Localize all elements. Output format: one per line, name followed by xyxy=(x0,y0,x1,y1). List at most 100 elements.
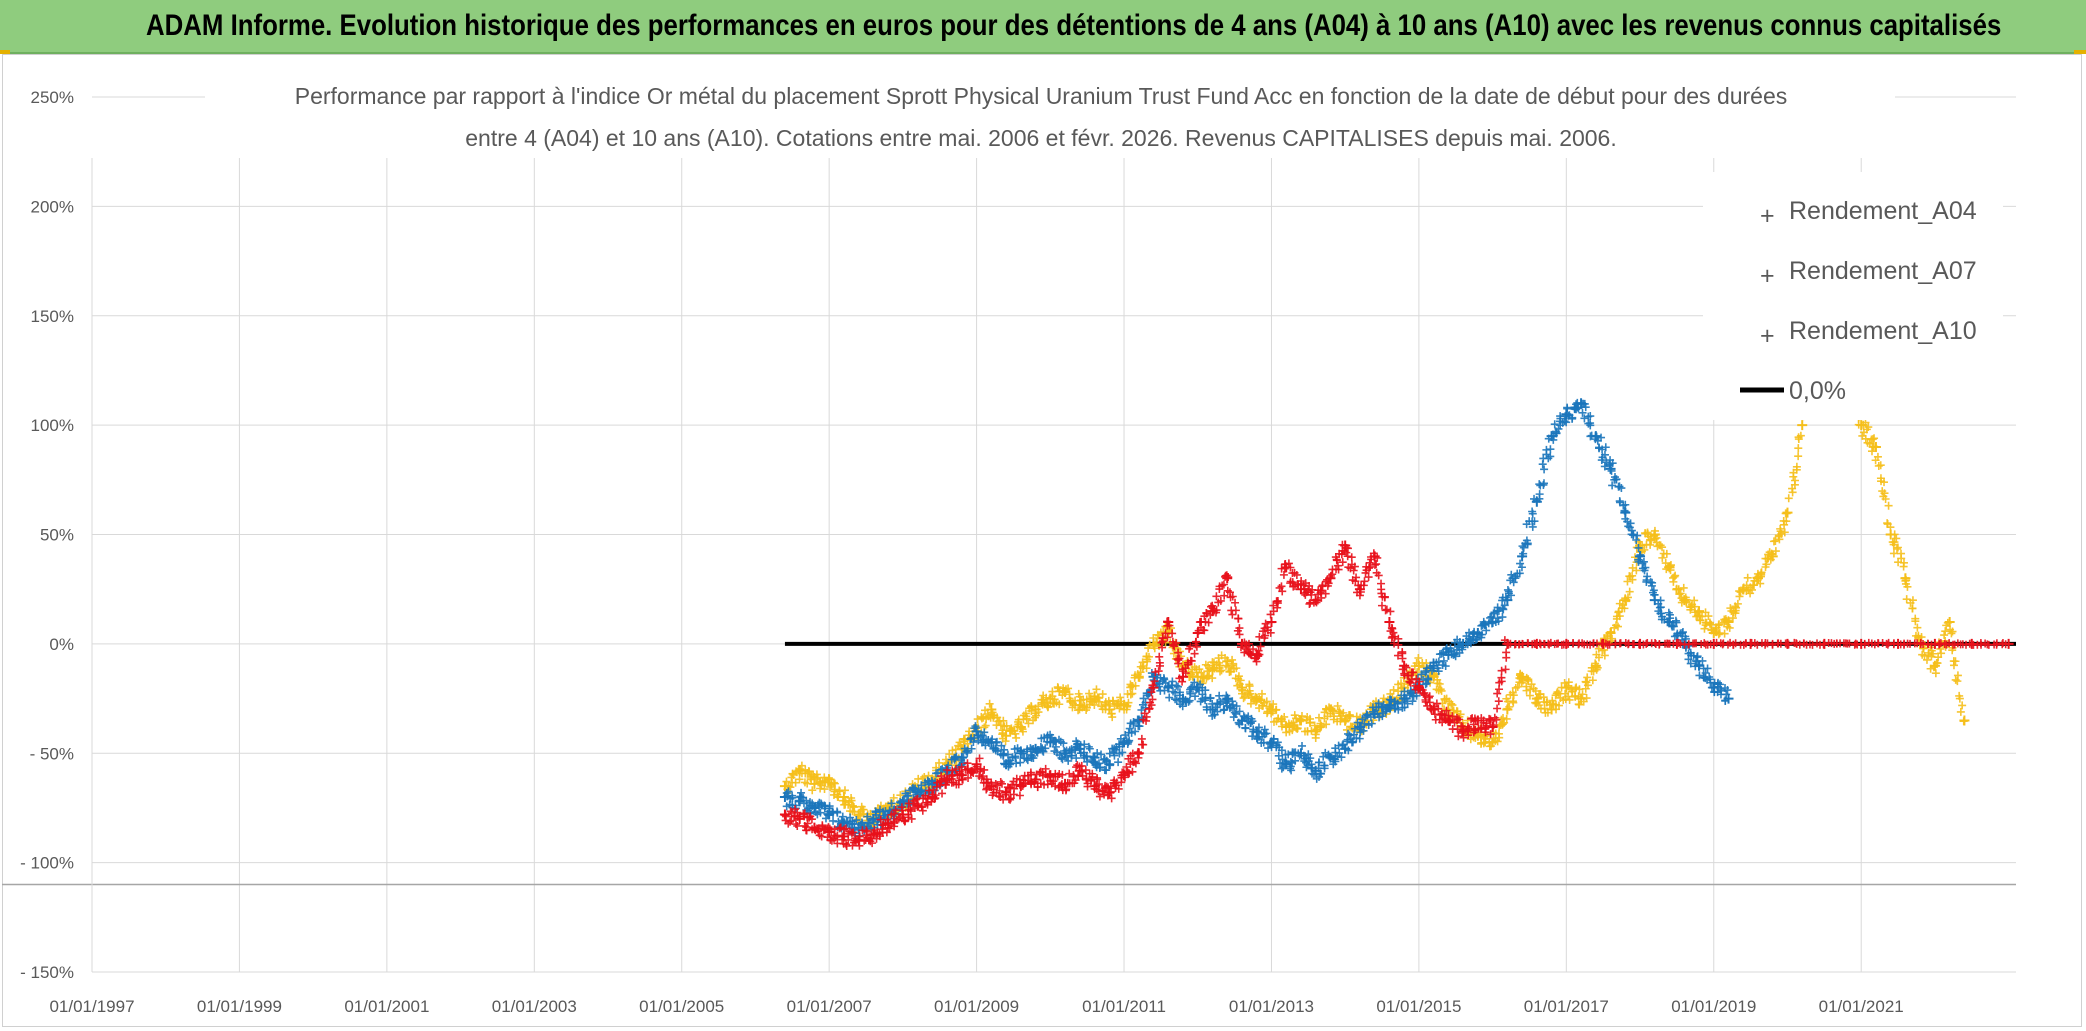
rendement-a04-marker xyxy=(1582,694,1591,703)
rendement-a07-marker xyxy=(1550,420,1559,429)
rendement-a10-marker xyxy=(1049,777,1058,786)
rendement-a04-marker xyxy=(1749,581,1758,590)
rendement-a10-marker xyxy=(1015,791,1024,800)
rendement-a07-marker xyxy=(1367,719,1376,728)
rendement-a07-marker xyxy=(1059,739,1068,748)
rendement-a10-marker xyxy=(1234,614,1243,623)
rendement-a04-marker xyxy=(1650,526,1659,535)
rendement-a10-marker xyxy=(1481,728,1490,737)
rendement-a07-marker xyxy=(1317,769,1326,778)
rendement-a07-marker xyxy=(1535,494,1544,503)
rendement-a07-marker xyxy=(1617,484,1626,493)
rendement-a07-marker xyxy=(1337,753,1346,762)
rendement-a07-marker xyxy=(1563,404,1572,413)
rendement-a07-marker xyxy=(980,728,989,737)
rendement-a10-marker xyxy=(1366,562,1375,571)
rendement-a04-marker xyxy=(1012,733,1021,742)
rendement-a04-marker xyxy=(1593,663,1602,672)
rendement-a10-marker xyxy=(855,832,864,841)
rendement-a04-marker xyxy=(1131,681,1140,690)
report-banner xyxy=(0,0,2086,54)
rendement-a10-marker xyxy=(1212,606,1221,615)
rendement-a10-marker xyxy=(998,779,1007,788)
rendement-a04-marker xyxy=(1022,714,1031,723)
rendement-a04-marker xyxy=(1947,629,1956,638)
rendement-a10-marker xyxy=(1228,592,1237,601)
rendement-a07-marker xyxy=(1331,757,1340,766)
rendement-a04-marker xyxy=(1780,528,1789,537)
rendement-a10-marker xyxy=(1390,639,1399,648)
rendement-a07-marker xyxy=(1011,752,1020,761)
rendement-a07-marker xyxy=(1211,703,1220,712)
rendement-a07-marker xyxy=(1471,635,1480,644)
legend-backdrop xyxy=(1703,172,2003,420)
rendement-a04-marker xyxy=(1707,620,1716,629)
rendement-a10-marker xyxy=(1163,633,1172,642)
rendement-a07-marker xyxy=(1701,674,1710,683)
rendement-a04-marker xyxy=(1135,673,1144,682)
rendement-a04-marker xyxy=(1269,700,1278,709)
rendement-a04-marker xyxy=(1899,558,1908,567)
rendement-a07-marker xyxy=(1080,740,1089,749)
rendement-a04-marker xyxy=(1255,694,1264,703)
rendement-a10-marker xyxy=(1279,570,1288,579)
rendement-a04-marker xyxy=(1732,603,1741,612)
rendement-a07-marker xyxy=(1125,724,1134,733)
rendement-a07-marker xyxy=(1639,557,1648,566)
rendement-a04-marker xyxy=(1021,709,1030,718)
rendement-a10-marker xyxy=(1416,685,1425,694)
rendement-a10-marker xyxy=(1407,668,1416,677)
rendement-a07-marker xyxy=(1666,614,1675,623)
rendement-a07-marker xyxy=(1134,717,1143,726)
rendement-a07-marker xyxy=(1552,429,1561,438)
rendement-a04-marker xyxy=(1435,679,1444,688)
x-tick-label: 01/01/2005 xyxy=(639,997,724,1016)
rendement-a04-marker xyxy=(1588,676,1597,685)
rendement-a07-marker xyxy=(1201,686,1210,695)
rendement-a04-marker xyxy=(1940,631,1949,640)
rendement-a10-marker xyxy=(1121,773,1130,782)
rendement-a04-marker xyxy=(795,775,804,784)
rendement-a10-marker xyxy=(1266,628,1275,637)
rendement-a04-marker xyxy=(1498,720,1507,729)
rendement-a07-marker xyxy=(1546,445,1555,454)
rendement-a10-marker xyxy=(1860,640,1869,649)
rendement-a10-marker xyxy=(941,780,950,789)
rendement-a07-marker xyxy=(1215,700,1224,709)
rendement-a04-marker xyxy=(1628,571,1637,580)
rendement-a04-marker xyxy=(1493,737,1502,746)
report-banner-title: ADAM Informe. Evolution historique des p… xyxy=(146,9,2002,42)
rendement-a04-marker xyxy=(1662,549,1671,558)
rendement-a07-marker xyxy=(997,741,1006,750)
rendement-a07-marker xyxy=(1693,652,1702,661)
rendement-a07-marker xyxy=(833,807,842,816)
chart-frame xyxy=(2,54,2082,1027)
rendement-a10-marker xyxy=(1321,589,1330,598)
rendement-a07-marker xyxy=(1634,543,1643,552)
rendement-a10-marker xyxy=(840,825,849,834)
rendement-a07-marker xyxy=(1615,497,1624,506)
rendement-a10-marker xyxy=(1360,577,1369,586)
rendement-a07-marker xyxy=(1248,732,1257,741)
rendement-a10-marker xyxy=(1374,571,1383,580)
rendement-a10-marker xyxy=(786,807,795,816)
rendement-a07-marker xyxy=(1698,656,1707,665)
rendement-a10-marker xyxy=(977,773,986,782)
rendement-a04-marker xyxy=(1583,681,1592,690)
rendement-a04-marker xyxy=(1880,478,1889,487)
rendement-a04-marker xyxy=(1236,676,1245,685)
rendement-a07-marker xyxy=(1633,531,1642,540)
rendement-a04-point xyxy=(1325,704,1336,715)
rendement-a10-marker xyxy=(1065,769,1074,778)
rendement-a04-point xyxy=(1664,562,1675,573)
rendement-a07-marker xyxy=(858,819,867,828)
rendement-a04-marker xyxy=(1513,682,1522,691)
rendement-a04-marker xyxy=(820,776,829,785)
rendement-a07-marker xyxy=(1629,530,1638,539)
rendement-a04-marker xyxy=(1487,742,1496,751)
rendement-a10-marker xyxy=(938,789,947,798)
rendement-a10-marker xyxy=(1187,656,1196,665)
rendement-a10-marker xyxy=(1173,655,1182,664)
rendement-a04-marker xyxy=(1333,702,1342,711)
rendement-a10-marker xyxy=(1338,558,1347,567)
